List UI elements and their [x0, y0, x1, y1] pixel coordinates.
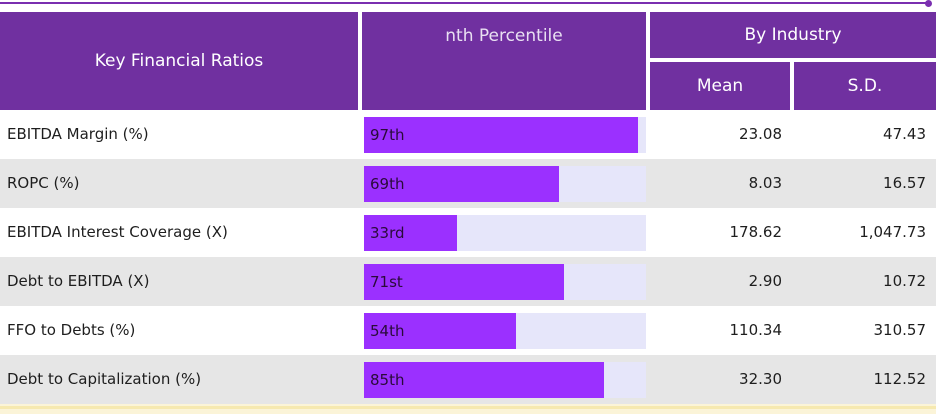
bottom-edge-line — [0, 406, 936, 409]
top-border-line — [0, 2, 930, 4]
bottom-edge — [0, 404, 936, 414]
percentile-bar-fill — [364, 264, 564, 300]
industry-sd-value: 1,047.73 — [859, 223, 926, 241]
percentile-bar-track: 69th — [364, 166, 646, 202]
percentile-value: 54th — [370, 322, 405, 340]
percentile-bar-track: 85th — [364, 362, 646, 398]
header-mean: Mean — [650, 62, 790, 110]
ratio-label: Debt to EBITDA (X) — [7, 272, 150, 290]
table-row: EBITDA Margin (%) 97th 23.08 47.43 — [0, 110, 936, 159]
industry-sd-value: 112.52 — [873, 370, 927, 388]
industry-mean-value: 2.90 — [748, 272, 782, 290]
industry-sd-value: 10.72 — [883, 272, 926, 290]
header-sd: S.D. — [794, 62, 936, 110]
table-header: Key Financial Ratios nth Percentile By I… — [0, 10, 936, 110]
industry-mean-value: 23.08 — [739, 125, 782, 143]
header-nth-percentile: nth Percentile — [362, 12, 646, 110]
percentile-value: 33rd — [370, 224, 405, 242]
industry-mean-value: 32.30 — [739, 370, 782, 388]
percentile-bar-fill — [364, 166, 559, 202]
ratio-label: ROPC (%) — [7, 174, 80, 192]
ratio-label: EBITDA Interest Coverage (X) — [7, 223, 228, 241]
industry-sd-value: 47.43 — [883, 125, 926, 143]
percentile-bar-fill — [364, 313, 516, 349]
header-by-industry: By Industry — [650, 12, 936, 58]
percentile-bar-fill — [364, 215, 457, 251]
percentile-bar-fill — [364, 362, 604, 398]
table-row: FFO to Debts (%) 54th 110.34 310.57 — [0, 306, 936, 355]
percentile-value: 85th — [370, 371, 405, 389]
table-row: ROPC (%) 69th 8.03 16.57 — [0, 159, 936, 208]
ratio-label: Debt to Capitalization (%) — [7, 370, 202, 388]
industry-mean-value: 178.62 — [729, 223, 783, 241]
percentile-value: 71st — [370, 273, 403, 291]
industry-mean-value: 8.03 — [748, 174, 782, 192]
percentile-bar-fill — [364, 117, 638, 153]
ratio-label: FFO to Debts (%) — [7, 321, 136, 339]
table-row: Debt to EBITDA (X) 71st 2.90 10.72 — [0, 257, 936, 306]
industry-sd-value: 16.57 — [883, 174, 926, 192]
industry-mean-value: 110.34 — [729, 321, 783, 339]
table-row: EBITDA Interest Coverage (X) 33rd 178.62 1,… — [0, 208, 936, 257]
top-border-dot — [925, 0, 932, 7]
table-row: Debt to Capitalization (%) 85th 32.30 112.5… — [0, 355, 936, 404]
percentile-bar-track: 33rd — [364, 215, 646, 251]
percentile-bar-track: 97th — [364, 117, 646, 153]
percentile-bar-track: 71st — [364, 264, 646, 300]
percentile-value: 97th — [370, 126, 405, 144]
table-body: EBITDA Margin (%) 97th 23.08 47.43 ROPC (%) 6… — [0, 110, 936, 404]
percentile-value: 69th — [370, 175, 405, 193]
industry-sd-value: 310.57 — [873, 321, 927, 339]
top-border — [0, 0, 936, 7]
ratio-label: EBITDA Margin (%) — [7, 125, 149, 143]
header-key-financial-ratios: Key Financial Ratios — [0, 12, 358, 110]
percentile-bar-track: 54th — [364, 313, 646, 349]
